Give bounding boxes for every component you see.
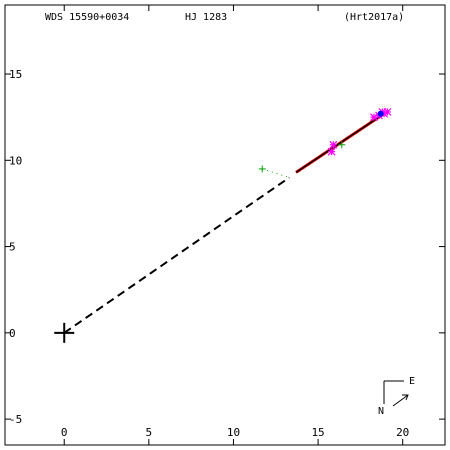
plot-frame xyxy=(4,4,446,446)
series-layer xyxy=(54,108,392,343)
x-tick-label: 5 xyxy=(146,426,153,439)
compass-arrow-head xyxy=(402,394,409,401)
observation-asterisk xyxy=(383,108,392,116)
y-tick-label: -5 xyxy=(9,413,22,426)
x-tick-label: 10 xyxy=(227,426,240,439)
x-tick-label: 20 xyxy=(396,426,409,439)
wds-id: WDS 15590+0034 xyxy=(45,12,129,23)
x-tick-label: 15 xyxy=(311,426,324,439)
discoverer-label: HJ 1283 xyxy=(185,12,227,23)
observation-plus xyxy=(338,141,346,149)
observation-asterisk xyxy=(329,140,338,149)
orbit-reference: (Hrt2017a) xyxy=(344,12,404,23)
residual-line xyxy=(262,168,290,179)
compass: E N xyxy=(378,376,415,417)
y-tick-label: 10 xyxy=(9,154,22,167)
observation-asterisk xyxy=(327,147,336,156)
axis-ticks xyxy=(5,5,445,445)
compass-east-label: E xyxy=(409,376,415,387)
y-tick-label: 0 xyxy=(9,327,16,340)
extrapolated-orbit-line xyxy=(63,176,290,334)
y-tick-label: 15 xyxy=(9,68,22,81)
ast-d2 xyxy=(369,113,378,122)
compass-north-label: N xyxy=(378,406,384,417)
compass-motion-arrow xyxy=(392,394,409,407)
observation-plus xyxy=(258,165,266,173)
x-tick-label: 0 xyxy=(61,426,68,439)
tick-labels: 0 5 10 15 20 -5 0 5 10 15 xyxy=(9,68,409,439)
ast-d2 xyxy=(329,140,338,149)
y-tick-label: 5 xyxy=(9,241,16,254)
ast-d2 xyxy=(383,108,392,116)
ast-d2 xyxy=(327,147,336,156)
orbit-line xyxy=(295,113,385,173)
observation-dot xyxy=(377,110,384,117)
observation-asterisk xyxy=(369,113,378,122)
